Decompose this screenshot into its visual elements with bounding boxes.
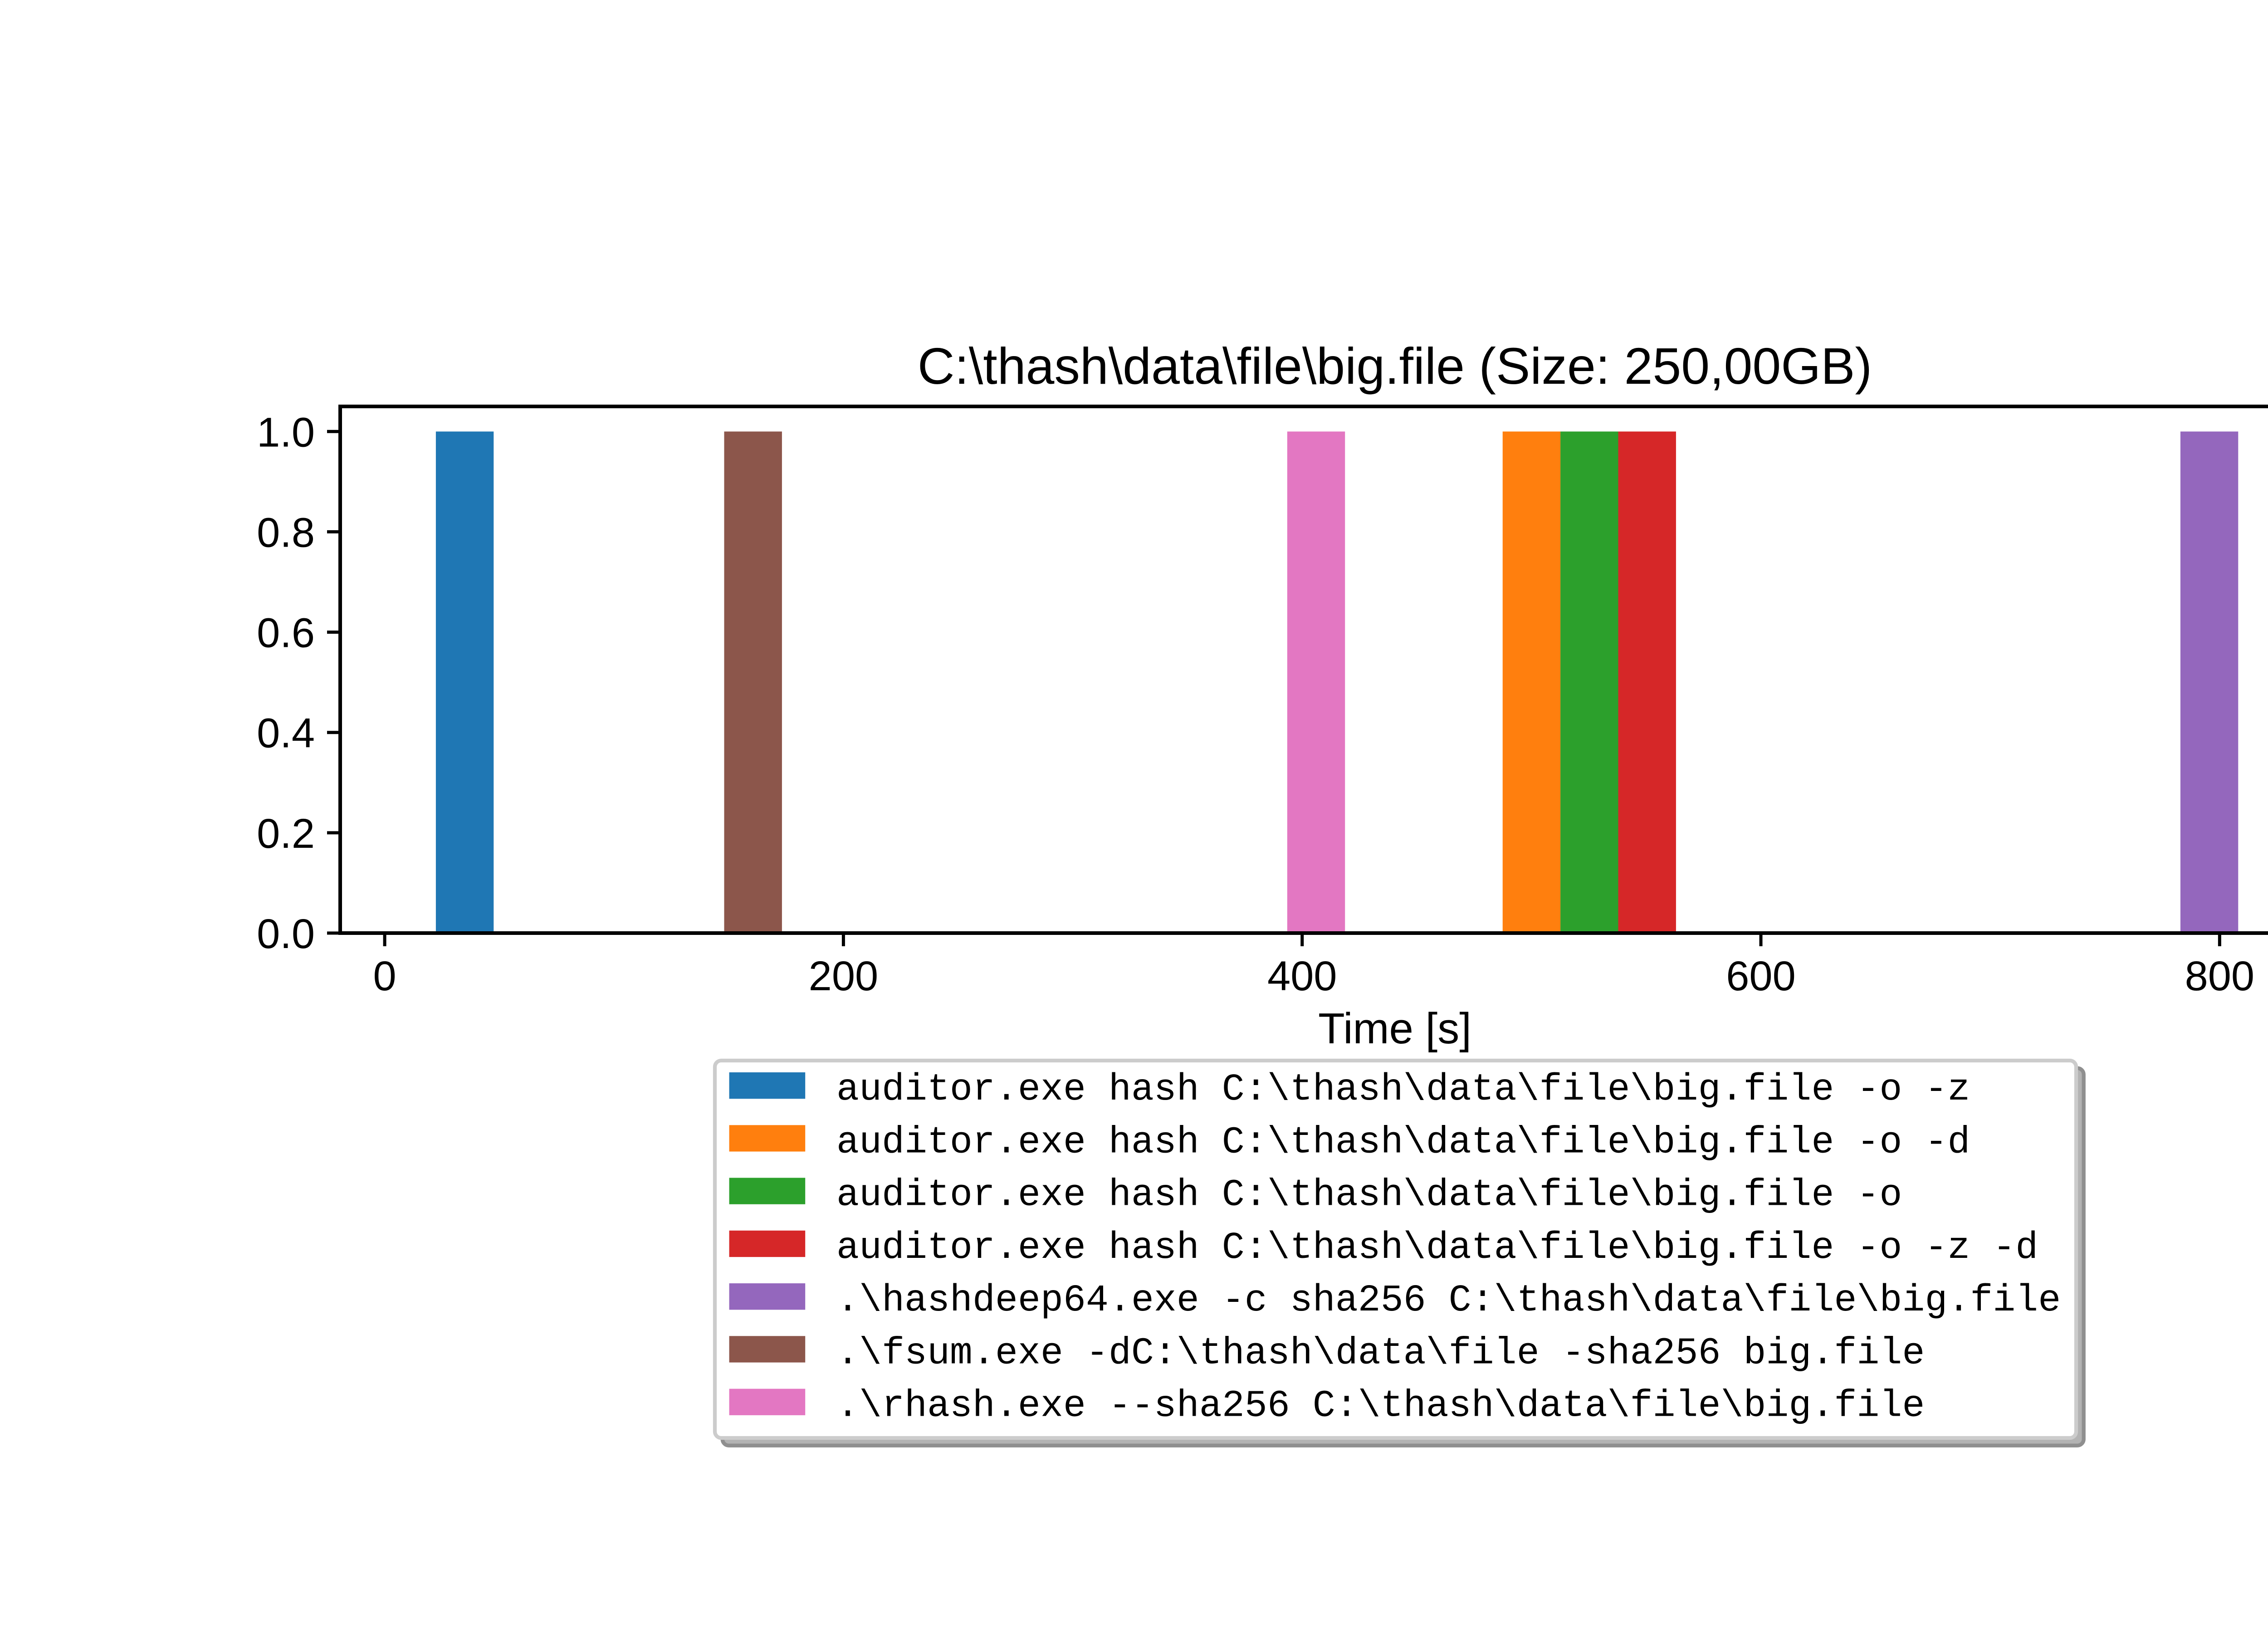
legend-label-2: auditor.exe hash C:\thash\data\file\big.…	[836, 1174, 1902, 1217]
x-tick-label: 200	[809, 953, 879, 999]
y-tick-label: 0.0	[257, 911, 315, 957]
legend-label-3: auditor.exe hash C:\thash\data\file\big.…	[836, 1227, 2038, 1270]
x-tick-label: 800	[2185, 953, 2255, 999]
legend-label-1: auditor.exe hash C:\thash\data\file\big.…	[836, 1121, 1970, 1164]
bar-series-4	[2180, 431, 2239, 933]
legend-swatch-4	[729, 1283, 806, 1310]
y-tick-label: 0.8	[257, 509, 315, 556]
bar-series-5	[724, 431, 782, 933]
legend-swatch-1	[729, 1125, 806, 1152]
x-tick-label: 600	[1726, 953, 1796, 999]
y-tick-label: 0.2	[257, 811, 315, 857]
bar-series-6	[1287, 431, 1345, 933]
legend-label-4: .\hashdeep64.exe -c sha256 C:\thash\data…	[836, 1280, 2061, 1322]
bar-series-2	[1560, 431, 1618, 933]
legend-swatch-6	[729, 1389, 806, 1415]
x-tick-label: 0	[373, 953, 396, 999]
legend-swatch-5	[729, 1336, 806, 1363]
legend: auditor.exe hash C:\thash\data\file\big.…	[713, 1058, 2086, 1447]
axes-box	[338, 405, 2268, 935]
x-axis-ticks: 0 200 400 600 800	[373, 933, 2255, 999]
chart-title: C:\thash\data\file\big.file (Size: 250,0…	[918, 337, 1872, 395]
legend-frame	[713, 1058, 2078, 1440]
legend-label-0: auditor.exe hash C:\thash\data\file\big.…	[836, 1069, 1970, 1111]
legend-swatch-0	[729, 1072, 806, 1099]
x-axis-label: Time [s]	[1318, 1004, 1471, 1053]
y-tick-label: 1.0	[257, 409, 315, 455]
bar-series-3	[1618, 431, 1676, 933]
y-axis-ticks: 0.0 0.2 0.4 0.6 0.8 1.0	[257, 409, 340, 957]
bar-series-1	[1502, 431, 1561, 933]
legend-swatch-3	[729, 1230, 806, 1257]
y-tick-label: 0.6	[257, 610, 315, 656]
y-tick-label: 0.4	[257, 710, 315, 757]
bars-group	[435, 431, 2239, 933]
bar-series-0	[435, 431, 494, 933]
legend-label-6: .\rhash.exe --sha256 C:\thash\data\file\…	[836, 1385, 1925, 1428]
x-tick-label: 400	[1267, 953, 1337, 999]
legend-label-5: .\fsum.exe -dC:\thash\data\file -sha256 …	[836, 1332, 1925, 1375]
legend-swatch-2	[729, 1178, 806, 1204]
